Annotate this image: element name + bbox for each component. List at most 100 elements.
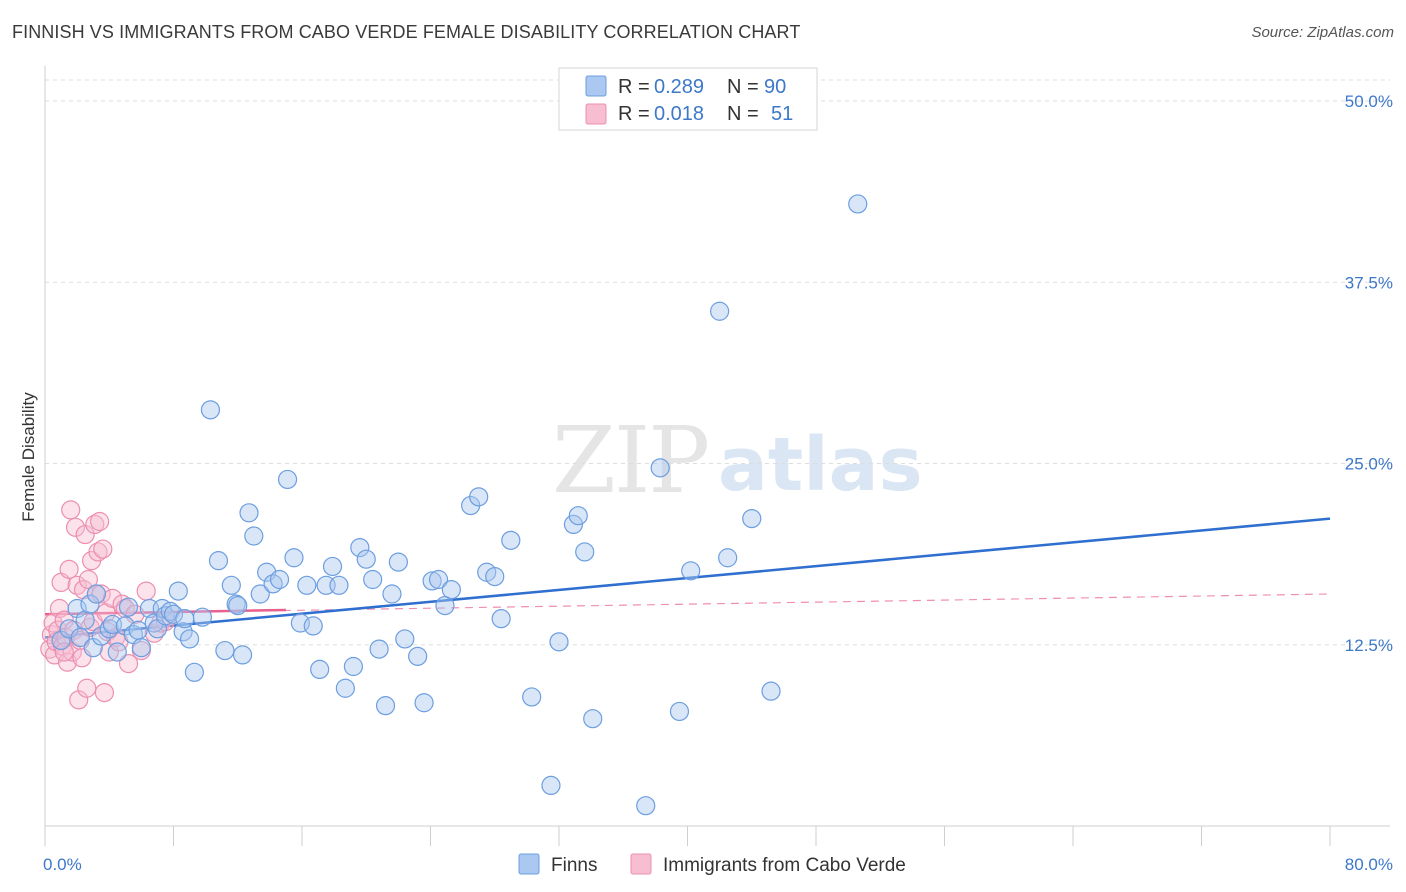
finns-point-80 (650, 458, 670, 478)
finns-point-32 (221, 575, 241, 595)
finns-point-89 (228, 595, 248, 616)
finns-point-50 (335, 678, 355, 698)
finns-point-23 (163, 604, 184, 624)
finns-trend-line (44, 517, 1331, 639)
cabo-point-33 (93, 539, 113, 559)
finns-point-41 (277, 469, 298, 490)
finns-point-49 (329, 575, 349, 595)
finns-point-8 (91, 626, 111, 646)
finns-point-48 (322, 556, 343, 577)
finns-point-3 (70, 627, 90, 648)
y-tick-label-1: 25.0% (1345, 455, 1393, 474)
series-finns-points (51, 194, 868, 816)
x-tick-labels: 0.0% 80.0% (43, 855, 1393, 874)
bottom-legend-cabo-swatch (630, 853, 652, 875)
finns-point-31 (215, 640, 235, 661)
finns-point-28 (192, 607, 213, 627)
watermark-zip: ZIP (552, 407, 708, 514)
y-axis-title: Female Disability (19, 392, 38, 522)
source-label: Source: ZipAtlas.com (1251, 24, 1394, 41)
legend-box: R = 0.289 N = 90 R = 0.018 N = 51 (558, 67, 818, 131)
cabo-point-13 (61, 500, 81, 520)
finns-point-61 (414, 693, 434, 713)
finns-point-18 (144, 613, 164, 633)
cabo-point-16 (65, 517, 86, 537)
y-tick-label-0: 12.5% (1345, 636, 1393, 655)
finns-point-36 (244, 526, 264, 546)
finns-point-79 (636, 796, 656, 816)
legend-finns-r-value: 0.289 (654, 76, 704, 98)
finns-point-35 (239, 503, 259, 523)
finns-point-81 (669, 701, 690, 722)
finns-point-76 (568, 506, 588, 526)
finns-point-84 (718, 548, 738, 568)
finns-point-44 (297, 575, 317, 595)
finns-point-56 (375, 696, 396, 716)
legend-cabo-r-label: R = (618, 103, 650, 125)
cabo-point-12 (59, 559, 79, 579)
finns-point-27 (184, 662, 204, 682)
legend-finns-swatch (585, 75, 607, 97)
finns-point-29 (200, 400, 221, 420)
legend-cabo-r-value: 0.018 (654, 103, 704, 125)
finns-point-42 (284, 548, 304, 568)
finns-point-58 (388, 552, 408, 572)
finns-point-59 (395, 629, 415, 649)
finns-point-73 (541, 775, 561, 796)
finns-point-86 (761, 681, 781, 701)
finns-point-64 (435, 595, 455, 616)
finns-point-57 (382, 584, 402, 604)
finns-point-67 (469, 487, 489, 507)
finns-point-55 (369, 639, 389, 659)
legend-cabo-swatch (585, 103, 607, 125)
finns-point-16 (131, 638, 151, 658)
watermark-atlas: atlas (718, 422, 923, 508)
finns-point-46 (310, 659, 330, 680)
finns-point-63 (428, 569, 449, 590)
finns-point-70 (491, 609, 511, 629)
series-cabo-verde-points (40, 500, 176, 710)
finns-point-40 (269, 569, 290, 590)
finns-point-83 (710, 301, 730, 321)
finns-point-65 (441, 580, 461, 600)
finns-point-78 (583, 709, 603, 729)
finns-point-30 (208, 551, 229, 571)
axes (44, 66, 1390, 846)
finns-point-82 (681, 561, 701, 581)
finns-point-15 (128, 620, 148, 640)
cabo-point-38 (102, 588, 123, 608)
x-tick-label-1: 80.0% (1345, 855, 1393, 874)
cabo-point-34 (94, 682, 115, 703)
finns-point-77 (575, 542, 595, 562)
finns-point-7 (86, 584, 107, 604)
bottom-legend-finns-label: Finns (551, 855, 597, 876)
finns-point-34 (232, 645, 253, 665)
y-tick-label-2: 37.5% (1345, 273, 1393, 292)
finns-point-11 (107, 642, 127, 662)
legend-cabo-n-value: 51 (771, 103, 793, 125)
finns-point-24 (168, 581, 188, 601)
finns-point-71 (501, 530, 521, 550)
finns-point-62 (422, 571, 442, 591)
chart-title: FINNISH VS IMMIGRANTS FROM CABO VERDE FE… (12, 22, 801, 42)
bottom-legend-cabo-label: Immigrants from Cabo Verde (663, 855, 906, 876)
cabo-point-43 (118, 653, 139, 674)
finns-point-60 (408, 646, 428, 666)
cabo-point-22 (75, 524, 95, 545)
finns-point-37 (250, 584, 270, 604)
bottom-legend: Finns Immigrants from Cabo Verde (518, 853, 906, 876)
legend-finns-r-label: R = (618, 76, 650, 98)
finns-point-5 (80, 594, 100, 614)
finns-point-72 (522, 687, 542, 707)
finns-point-54 (363, 569, 383, 590)
finns-point-13 (118, 597, 139, 617)
finns-point-87 (848, 194, 868, 214)
finns-point-74 (549, 632, 569, 652)
finns-point-75 (563, 514, 584, 535)
finns-point-69 (485, 566, 505, 587)
finns-point-26 (179, 629, 200, 649)
finns-point-52 (350, 537, 370, 558)
finns-point-88 (175, 609, 195, 629)
cabo-point-24 (78, 569, 98, 590)
